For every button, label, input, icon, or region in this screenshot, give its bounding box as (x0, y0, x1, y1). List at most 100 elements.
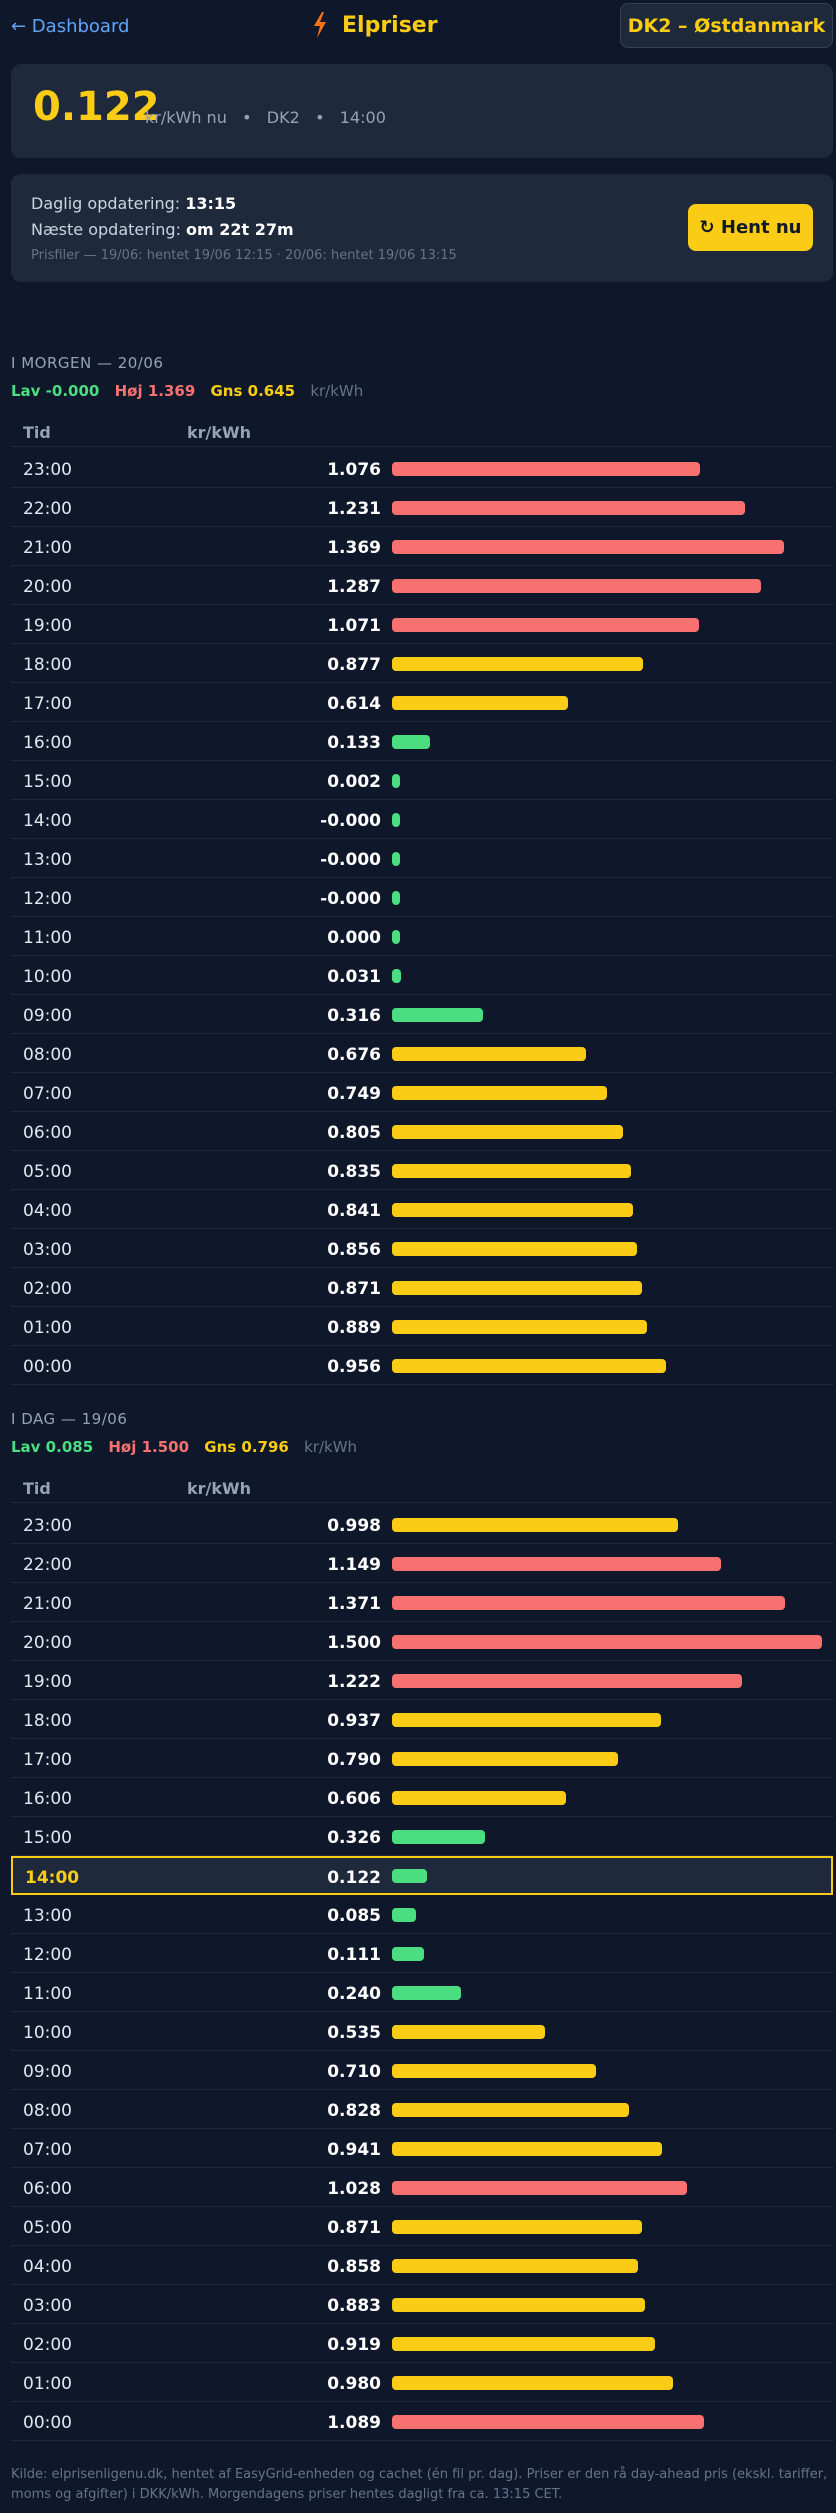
price-bar-track (392, 2220, 822, 2234)
price-bar (392, 1869, 427, 1883)
row-time: 11:00 (23, 928, 72, 948)
row-price: 0.606 (327, 1789, 381, 1809)
app-title: Elpriser (342, 12, 438, 38)
row-price: 0.535 (327, 2023, 381, 2043)
price-row: 15:00 0.002 (11, 761, 833, 800)
row-price: 0.111 (327, 1945, 381, 1965)
fetch-now-button[interactable]: ↻ Hent nu (688, 204, 813, 251)
price-row: 07:00 0.941 (11, 2129, 833, 2168)
price-bar (392, 2259, 638, 2273)
price-row: 00:00 0.956 (11, 1346, 833, 1385)
row-price: 0.980 (327, 2374, 381, 2394)
row-price: 0.122 (327, 1868, 381, 1888)
current-price-card: 0.122 kr/kWh nu • DK2 • 14:00 (11, 64, 833, 158)
price-bar-track (392, 2064, 822, 2078)
price-bar-track (392, 969, 822, 983)
price-row: 08:00 0.828 (11, 2090, 833, 2129)
row-price: 1.371 (327, 1594, 381, 1614)
price-bar (392, 1281, 642, 1295)
row-time: 00:00 (23, 1357, 72, 1377)
today-table-header: Tid kr/kWh (11, 1473, 833, 1503)
today-low: Lav 0.085 (11, 1438, 94, 1456)
row-time: 19:00 (23, 616, 72, 636)
row-time: 13:00 (23, 850, 72, 870)
price-bar (392, 2025, 545, 2039)
today-unit: kr/kWh (304, 1438, 358, 1456)
row-time: 16:00 (23, 733, 72, 753)
price-bar (392, 618, 699, 632)
row-price: 0.133 (327, 733, 381, 753)
price-row: 01:00 0.889 (11, 1307, 833, 1346)
next-update-line: Næste opdatering: om 22t 27m (31, 220, 294, 239)
row-price: 0.002 (327, 772, 381, 792)
row-time: 09:00 (23, 1006, 72, 1026)
price-bar-track (392, 618, 822, 632)
row-price: 0.749 (327, 1084, 381, 1104)
update-status-card: Daglig opdatering: 13:15 Næste opdaterin… (11, 174, 833, 282)
current-price-meta: kr/kWh nu • DK2 • 14:00 (145, 108, 386, 127)
price-bar-track (392, 852, 822, 866)
row-time: 17:00 (23, 1750, 72, 1770)
price-bar-track (392, 2259, 822, 2273)
price-bar (392, 1008, 483, 1022)
price-bar-track (392, 462, 822, 476)
row-price: 1.076 (327, 460, 381, 480)
row-price: 0.835 (327, 1162, 381, 1182)
price-bar-track (392, 1947, 822, 1961)
price-row: 03:00 0.883 (11, 2285, 833, 2324)
price-row: 04:00 0.841 (11, 1190, 833, 1229)
price-files-status: Prisfiler — 19/06: hentet 19/06 12:15 · … (31, 248, 457, 263)
price-bar-track (392, 2298, 822, 2312)
price-bar (392, 696, 568, 710)
price-bar-track (392, 1674, 822, 1688)
row-time: 15:00 (23, 772, 72, 792)
row-time: 10:00 (23, 2023, 72, 2043)
row-price: 0.790 (327, 1750, 381, 1770)
price-bar (392, 2064, 596, 2078)
next-update-label: Næste opdatering: (31, 220, 181, 239)
row-time: 03:00 (23, 1240, 72, 1260)
today-section-title: I DAG — 19/06 (11, 1410, 128, 1428)
row-time: 01:00 (23, 2374, 72, 2394)
price-bar-track (392, 696, 822, 710)
row-price: 0.841 (327, 1201, 381, 1221)
price-bar (392, 1791, 566, 1805)
price-bar (392, 1359, 666, 1373)
back-to-dashboard-link[interactable]: ← Dashboard (11, 16, 130, 37)
price-row: 22:00 1.231 (11, 488, 833, 527)
price-row: 00:00 1.089 (11, 2402, 833, 2441)
row-price: 0.937 (327, 1711, 381, 1731)
price-bar (392, 1596, 785, 1610)
price-bar (392, 2220, 642, 2234)
row-price: 1.231 (327, 499, 381, 519)
price-bar-track (392, 657, 822, 671)
footer-source-note: Kilde: elprisenligenu.dk, hentet af Easy… (11, 2467, 828, 2502)
current-hour: 14:00 (339, 108, 386, 127)
row-price: 1.369 (327, 538, 381, 558)
price-bar-track (392, 1830, 822, 1844)
price-bar (392, 1518, 678, 1532)
price-bar (392, 1908, 416, 1922)
price-bar (392, 891, 400, 905)
price-bar-track (392, 2415, 822, 2429)
price-row: 23:00 0.998 (11, 1505, 833, 1544)
price-row: 10:00 0.535 (11, 2012, 833, 2051)
row-price: 0.871 (327, 2218, 381, 2238)
tomorrow-table-header: Tid kr/kWh (11, 417, 833, 447)
price-bar-track (392, 2103, 822, 2117)
price-bar-track (392, 1203, 822, 1217)
region-selector-button[interactable]: DK2 – Østdanmark (620, 3, 833, 48)
price-row: 21:00 1.371 (11, 1583, 833, 1622)
price-bar (392, 1320, 647, 1334)
price-row: 12:00 0.111 (11, 1934, 833, 1973)
price-bar-track (392, 1869, 822, 1883)
row-time: 02:00 (23, 1279, 72, 1299)
row-price: 0.031 (327, 967, 381, 987)
price-bar-track (392, 774, 822, 788)
row-time: 21:00 (23, 538, 72, 558)
price-bar-track (392, 2181, 822, 2195)
price-row: 17:00 0.790 (11, 1739, 833, 1778)
price-row: 03:00 0.856 (11, 1229, 833, 1268)
row-time: 20:00 (23, 577, 72, 597)
top-bar: ← Dashboard Elpriser DK2 – Østdanmark (0, 0, 836, 55)
